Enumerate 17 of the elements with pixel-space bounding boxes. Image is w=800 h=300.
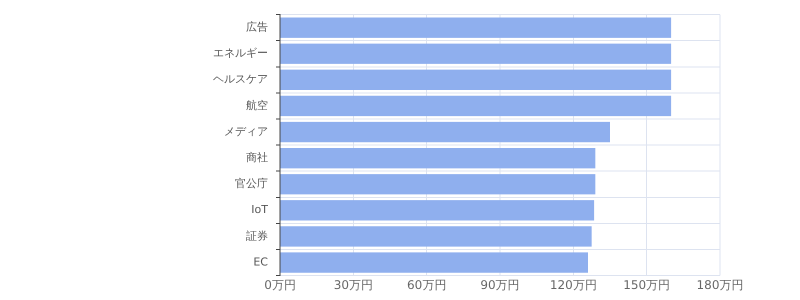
x-tick-label: 0万円 — [264, 278, 296, 292]
y-tick-label: 証券 — [246, 229, 268, 242]
y-tick-label: 広告 — [246, 20, 268, 34]
x-tick-label: 120万円 — [550, 278, 597, 292]
y-tick-label: エネルギー — [213, 46, 268, 60]
y-tick-label: 商社 — [246, 151, 268, 164]
y-tick-label: ヘルスケア — [213, 72, 268, 86]
y-tick-label: 官公庁 — [235, 177, 268, 190]
y-tick-label: IoT — [251, 203, 268, 216]
x-tick-label: 90万円 — [480, 278, 520, 292]
y-tick-label: 航空 — [246, 98, 268, 112]
y-tick-label: メディア — [224, 124, 268, 138]
x-tick-label: 150万円 — [623, 278, 670, 292]
x-tick-label: 30万円 — [334, 278, 373, 292]
x-tick-label: 60万円 — [407, 278, 446, 292]
x-tick-label: 180万円 — [696, 278, 744, 292]
y-tick-label: EC — [253, 255, 268, 268]
